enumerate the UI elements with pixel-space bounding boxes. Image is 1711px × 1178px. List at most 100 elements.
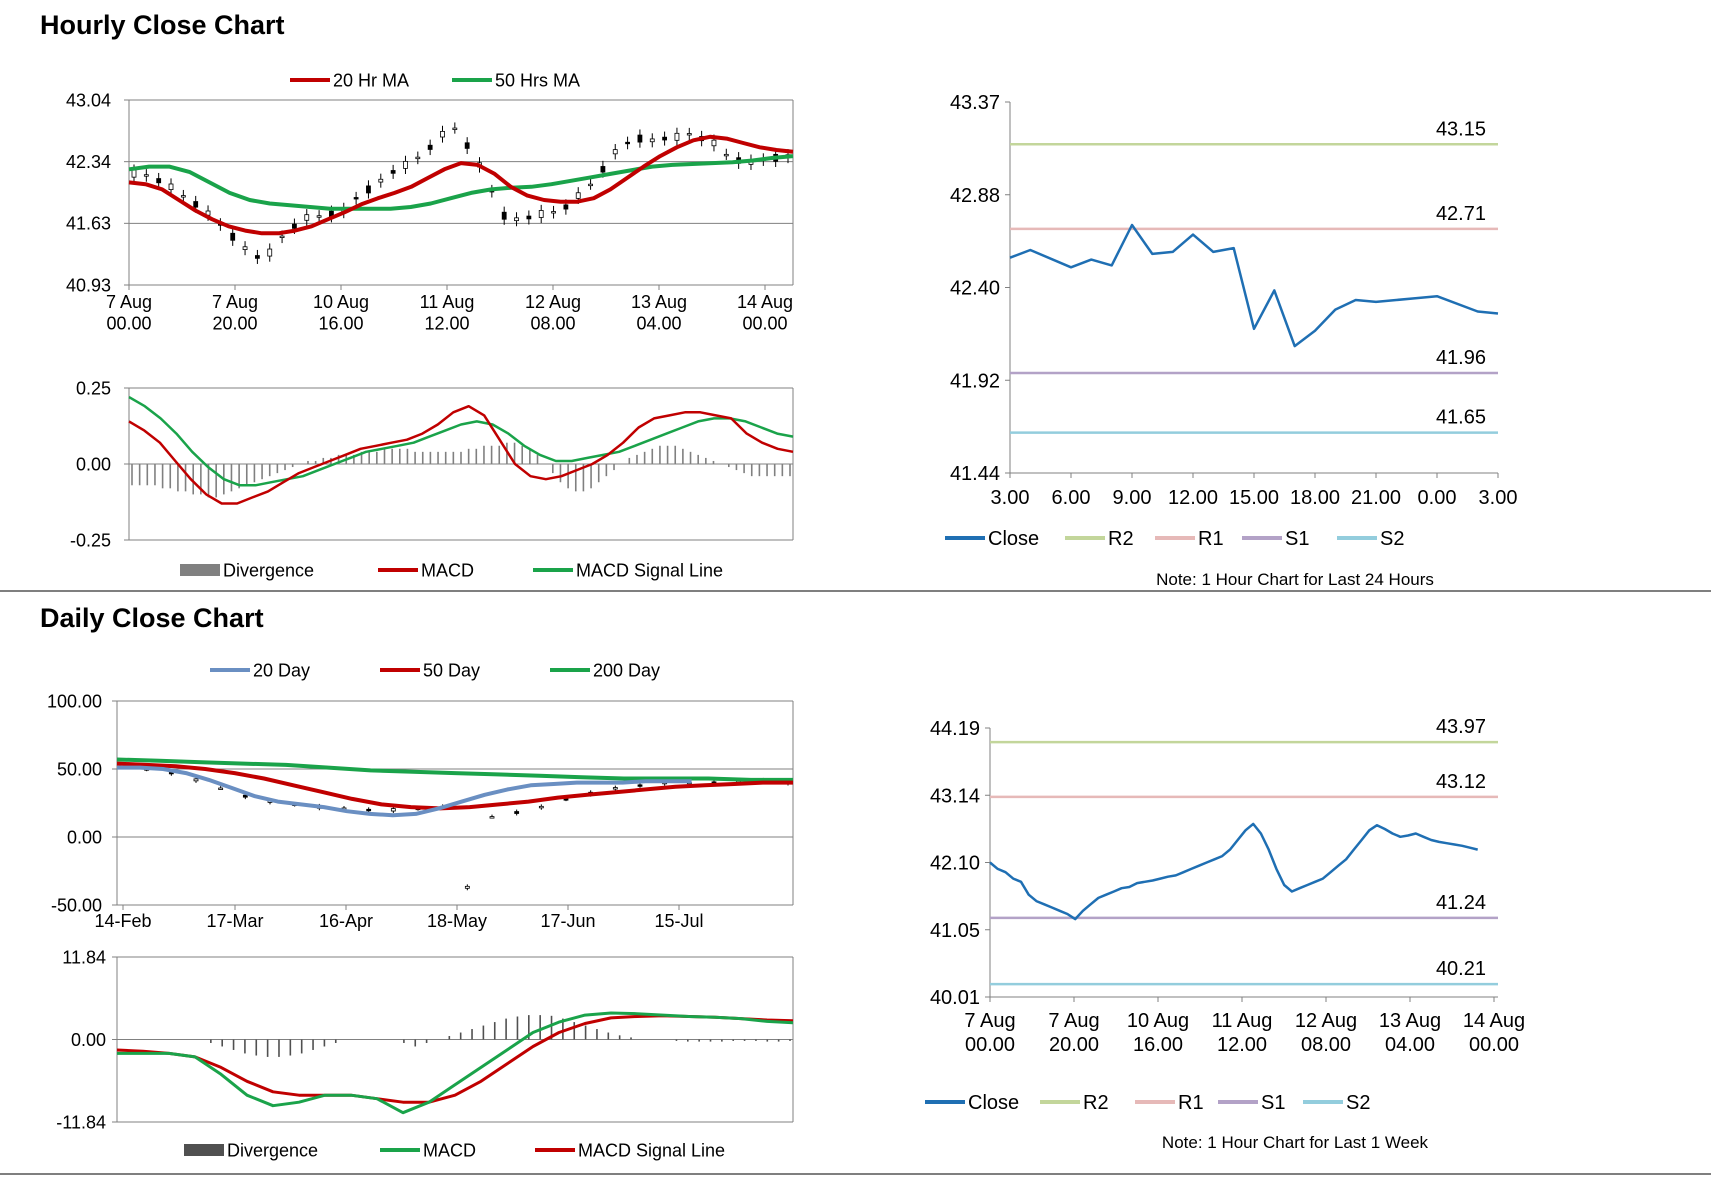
hourly-candle-body — [514, 217, 519, 222]
legend-s1-label: S1 — [1285, 528, 1309, 550]
daily-price-x-tick-label: 18-May — [427, 911, 487, 931]
level-r1-label: 43.12 — [1436, 771, 1486, 793]
hourly-candle-body — [156, 178, 162, 184]
hourly_pivot-x-tick-label: 3.00 — [1479, 487, 1518, 509]
daily-price-y-tick-label: 100.00 — [47, 691, 102, 711]
hourly-macd-y-tick-label: -0.25 — [70, 530, 111, 550]
hourly-price-y-tick-label: 42.34 — [66, 152, 111, 172]
hourly-candle-body — [242, 246, 248, 250]
legend-macd-label: MACD — [421, 560, 474, 580]
hourly_pivot-x-tick-label: 12.00 — [1168, 487, 1218, 509]
daily_pivot-y-tick-label: 41.05 — [930, 920, 980, 942]
daily_pivot-x-tick-label: 11 Aug — [1212, 1010, 1273, 1032]
hourly-price-x-tick-label: 7 Aug — [212, 292, 258, 312]
hourly-candle-body — [279, 235, 285, 238]
hourly-candle-body — [353, 197, 359, 200]
hourly-candle-body — [180, 195, 186, 198]
hourly-candle-body — [415, 156, 421, 160]
daily-price-x-tick-label: 14-Feb — [94, 911, 151, 931]
hourly-candle-body — [452, 127, 458, 130]
level-s2-label: 41.65 — [1436, 407, 1486, 429]
hourly-macd-signal-line — [128, 396, 794, 487]
hourly-price-x-tick-label: 20.00 — [212, 314, 257, 334]
hourly-macd-y-tick-label: 0.25 — [76, 378, 111, 398]
hourly-candle-body — [612, 149, 618, 155]
daily-candle-body — [612, 787, 618, 790]
level-s2-label: 40.21 — [1436, 958, 1486, 980]
legend-200day-label: 200 Day — [593, 660, 660, 680]
hourly_pivot-y-tick-label: 42.88 — [950, 185, 1000, 207]
hourly-price-x-tick-label: 10 Aug — [313, 292, 369, 312]
legend-divergence-swatch — [180, 564, 220, 576]
bottom-divider — [0, 1173, 1711, 1175]
hourly-price-x-tick-label: 00.00 — [106, 314, 151, 334]
daily_pivot-y-tick-label: 42.10 — [930, 853, 980, 875]
hourly-candle-body — [526, 215, 532, 220]
hourly-candle-body — [168, 183, 174, 191]
legend-s1-label: S1 — [1261, 1092, 1285, 1114]
hourly-candle-body — [427, 144, 433, 150]
hourly-pivot-chart: 43.37 42.88 42.40 41.92 41.44 43.15 42.71 41.96… — [945, 92, 1518, 589]
legend-50day-label: 50 Day — [423, 660, 480, 680]
chart-note: Note: 1 Hour Chart for Last 24 Hours — [1156, 570, 1434, 589]
daily-candle-body — [366, 808, 372, 812]
daily_pivot-x-tick-label: 04.00 — [1385, 1034, 1435, 1056]
daily_pivot-x-tick-label: 20.00 — [1049, 1034, 1099, 1056]
daily_pivot-x-tick-label: 16.00 — [1133, 1034, 1183, 1056]
hourly_pivot-x-tick-label: 18.00 — [1290, 487, 1340, 509]
daily-20day-line — [117, 765, 692, 818]
daily-candle-body — [514, 811, 520, 814]
hourly-candle-body — [366, 185, 371, 194]
hourly-price-x-tick-label: 04.00 — [636, 314, 681, 334]
hourly-price-x-tick-label: 08.00 — [530, 314, 575, 334]
hourly_pivot-x-tick-label: 6.00 — [1052, 487, 1091, 509]
level-s1-label: 41.96 — [1436, 347, 1486, 369]
hourly_pivot-y-tick-label: 43.37 — [950, 92, 1000, 114]
close-price-line — [989, 822, 1478, 921]
legend-s2-label: S2 — [1346, 1092, 1370, 1114]
hourly-candle-body — [711, 139, 717, 147]
hourly-price-x-tick-label: 12 Aug — [525, 292, 581, 312]
daily_pivot-x-tick-label: 00.00 — [965, 1034, 1015, 1056]
hourly_pivot-y-tick-label: 41.44 — [950, 463, 1000, 485]
legend-r1-label: R1 — [1198, 528, 1224, 550]
legend-20day-label: 20 Day — [253, 660, 310, 680]
hourly-candle-body — [193, 201, 199, 208]
legend-close-label: Close — [988, 528, 1039, 550]
daily_pivot-x-tick-label: 12 Aug — [1295, 1010, 1357, 1032]
hourly-candle-body — [464, 142, 470, 149]
daily_pivot-y-tick-label: 44.19 — [930, 718, 980, 740]
daily_pivot-y-tick-label: 40.01 — [930, 987, 980, 1009]
hourly-macd-chart: 0.25 0.00 -0.25 Divergence MACD MACD Signal L… — [70, 378, 794, 580]
hourly-price-x-tick-label: 11 Aug — [420, 292, 475, 312]
daily_pivot-x-tick-label: 10 Aug — [1127, 1010, 1189, 1032]
hourly_pivot-x-tick-label: 21.00 — [1351, 487, 1401, 509]
hourly_pivot-x-tick-label: 0.00 — [1418, 487, 1457, 509]
hourly-candle-body — [131, 169, 137, 178]
hourly-candle-body — [575, 192, 581, 199]
close-price-line — [1009, 223, 1499, 348]
hourly-candle-body — [440, 130, 445, 138]
daily-candle-body — [193, 778, 199, 782]
legend-r2-label: R2 — [1083, 1092, 1109, 1114]
daily-macd-y-tick-label: 11.84 — [62, 947, 106, 967]
level-r2-label: 43.97 — [1436, 716, 1486, 738]
hourly-candle-body — [254, 255, 260, 259]
legend-50hrs-ma-label: 50 Hrs MA — [495, 70, 580, 90]
hourly-candle-body — [378, 178, 384, 183]
daily-price-y-tick-label: 50.00 — [57, 759, 102, 779]
legend-s2-label: S2 — [1380, 528, 1404, 550]
hourly-price-y-tick-label: 43.04 — [66, 90, 111, 110]
daily-price-x-tick-label: 15-Jul — [654, 911, 703, 931]
daily-price-x-tick-label: 16-Apr — [319, 911, 373, 931]
hourly-candle-body — [686, 133, 692, 136]
legend-close-label: Close — [968, 1092, 1019, 1114]
daily-candle-body — [464, 885, 470, 889]
legend-macd-signal-label: MACD Signal Line — [576, 560, 723, 580]
hourly-candle-body — [674, 132, 680, 141]
legend-r1-label: R1 — [1178, 1092, 1204, 1114]
hourly-macd-line — [128, 404, 794, 505]
hourly-candle-body — [390, 170, 396, 174]
daily_pivot-x-tick-label: 14 Aug — [1463, 1010, 1525, 1032]
daily-macd-y-tick-label: 0.00 — [71, 1030, 106, 1050]
